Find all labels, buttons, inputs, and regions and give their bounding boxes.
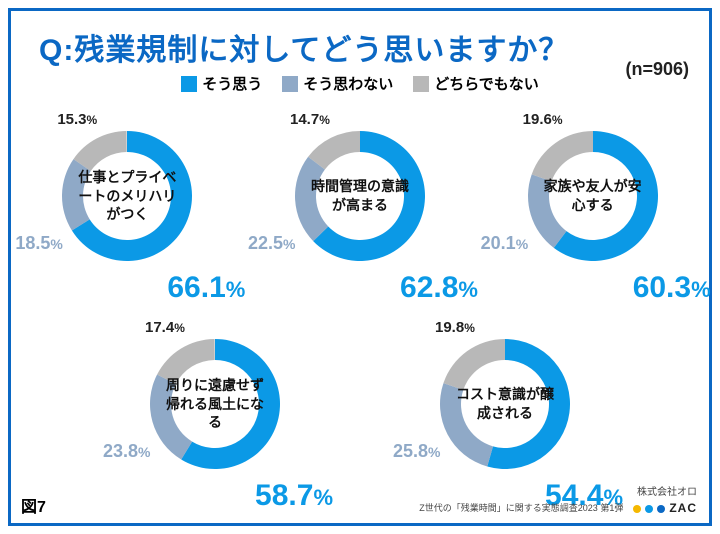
pct-agree: 66.1% [167, 271, 245, 305]
donut-center-label: 家族や友人が安心する [528, 131, 658, 261]
legend-swatch-agree [181, 76, 197, 92]
pct-neutral: 14.7% [290, 111, 330, 128]
legend-disagree: そう思わない [282, 73, 393, 94]
legend-agree: そう思う [181, 73, 262, 94]
pct-neutral: 15.3% [57, 111, 97, 128]
pct-agree: 60.3% [633, 271, 711, 305]
pct-disagree: 22.5% [248, 233, 296, 254]
company-name: 株式会社オロ [419, 486, 697, 499]
donut-center-label: 時間管理の意識が高まる [295, 131, 425, 261]
pct-agree: 62.8% [400, 271, 478, 305]
pct-neutral: 17.4% [145, 319, 185, 336]
legend-label-agree: そう思う [202, 73, 262, 94]
donut-chart: 周りに遠慮せず帰れる風土になる 17.4% 23.8% 58.7% [115, 319, 315, 519]
survey-title: Z世代の「残業時間」に関する実態調査2023 第1弾 [419, 503, 623, 515]
brand-name: ZAC [669, 501, 697, 517]
legend-swatch-neutral [413, 76, 429, 92]
brand-dot [657, 505, 665, 513]
pct-disagree: 25.8% [393, 441, 441, 462]
pct-neutral: 19.6% [523, 111, 563, 128]
brand-dot [645, 505, 653, 513]
donut-chart: 家族や友人が安心する 19.6% 20.1% 60.3% [493, 111, 693, 311]
slide-frame: Q:残業規制に対してどう思いますか？ (n=906) そう思う そう思わない ど… [8, 8, 712, 526]
legend-label-disagree: そう思わない [303, 73, 393, 94]
pct-disagree: 23.8% [103, 441, 151, 462]
donut-center-label: 仕事とプライベートのメリハリがつく [62, 131, 192, 261]
legend: そう思う そう思わない どちらでもない [11, 73, 709, 94]
donut-center-label: 周りに遠慮せず帰れる風土になる [150, 339, 280, 469]
pct-agree: 58.7% [255, 479, 333, 513]
question-title: Q:残業規制に対してどう思いますか？ [39, 25, 569, 69]
legend-label-neutral: どちらでもない [434, 73, 539, 94]
donut-center-label: コスト意識が醸成される [440, 339, 570, 469]
charts-row-1: 仕事とプライベートのメリハリがつく 15.3% 18.5% 66.1% 時間管理… [11, 111, 709, 311]
donut-chart: 仕事とプライベートのメリハリがつく 15.3% 18.5% 66.1% [27, 111, 227, 311]
legend-swatch-disagree [282, 76, 298, 92]
brand-dot [633, 505, 641, 513]
pct-disagree: 18.5% [15, 233, 63, 254]
donut-chart: 時間管理の意識が高まる 14.7% 22.5% 62.8% [260, 111, 460, 311]
figure-number: 図7 [21, 493, 46, 517]
legend-neutral: どちらでもない [413, 73, 539, 94]
pct-neutral: 19.8% [435, 319, 475, 336]
footer-credits: 株式会社オロ Z世代の「残業時間」に関する実態調査2023 第1弾 ZAC [419, 486, 697, 517]
pct-disagree: 20.1% [481, 233, 529, 254]
